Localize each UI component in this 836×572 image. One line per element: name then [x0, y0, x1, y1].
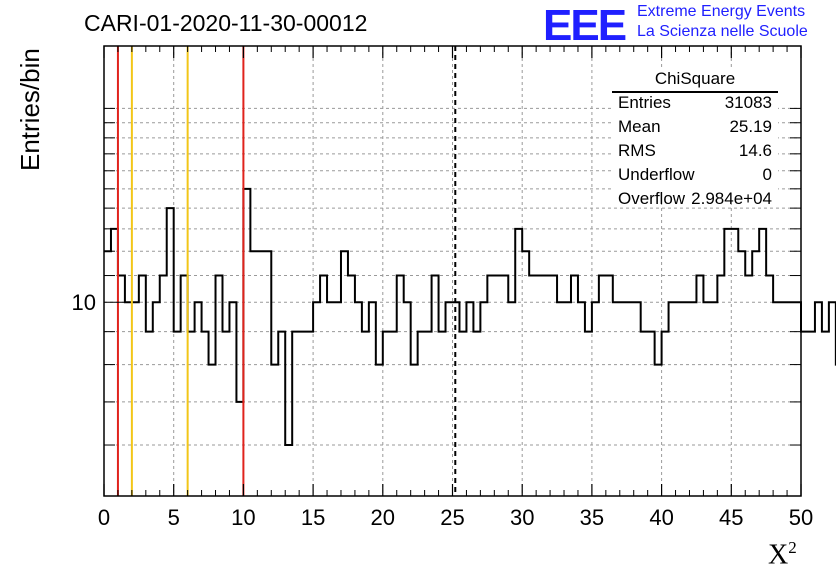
stats-value: 0: [762, 165, 772, 184]
stats-key: Entries: [618, 93, 671, 112]
stats-header: ChiSquare: [654, 69, 736, 88]
stats-row-mean: Mean 25.19: [618, 117, 772, 139]
eee-logo: EEE: [543, 2, 628, 46]
x-tick-label: 35: [580, 505, 604, 530]
stats-row-overflow: Overflow 2.984e+04: [618, 189, 772, 211]
stats-key: Underflow: [618, 165, 695, 184]
x-tick-label: 45: [719, 505, 743, 530]
stats-box: ChiSquare Entries 31083 Mean 25.19 RMS 1…: [612, 69, 778, 208]
chart-title: CARI-01-2020-11-30-00012: [84, 10, 368, 36]
x-tick-label: 5: [168, 505, 180, 530]
x-tick-label: 40: [649, 505, 673, 530]
x-tick-label: 0: [98, 505, 110, 530]
stats-key: RMS: [618, 141, 656, 160]
x-tick-label: 50: [789, 505, 813, 530]
stats-value: 14.6: [738, 141, 772, 160]
x-tick-label: 25: [440, 505, 464, 530]
x-tick-label: 15: [301, 505, 325, 530]
x-tick-label: 10: [231, 505, 255, 530]
stats-row-underflow: Underflow 0: [618, 165, 772, 187]
x-axis-label-superscript: 2: [788, 538, 797, 557]
logo-line-1: Extreme Energy Events: [637, 3, 806, 20]
x-tick-label: 30: [510, 505, 534, 530]
eee-logo-mark: EEE: [543, 2, 626, 46]
x-tick-label: 20: [371, 505, 395, 530]
stats-row-entries: Entries 31083: [618, 93, 772, 115]
stats-divider: [612, 91, 778, 93]
stats-key: Mean: [618, 117, 661, 136]
y-tick-label: 10: [72, 290, 96, 315]
logo-line-2: La Scienza nelle Scuole: [637, 23, 808, 40]
stats-value: 31083: [724, 93, 772, 112]
x-axis-label: X2: [768, 538, 797, 571]
histogram-bars: [104, 187, 836, 447]
stats-key: Overflow: [618, 189, 686, 208]
x-axis-label-text: X: [768, 539, 789, 571]
stats-value: 2.984e+04: [691, 189, 772, 208]
stats-row-rms: RMS 14.6: [618, 141, 772, 163]
stats-value: 25.19: [729, 117, 772, 136]
